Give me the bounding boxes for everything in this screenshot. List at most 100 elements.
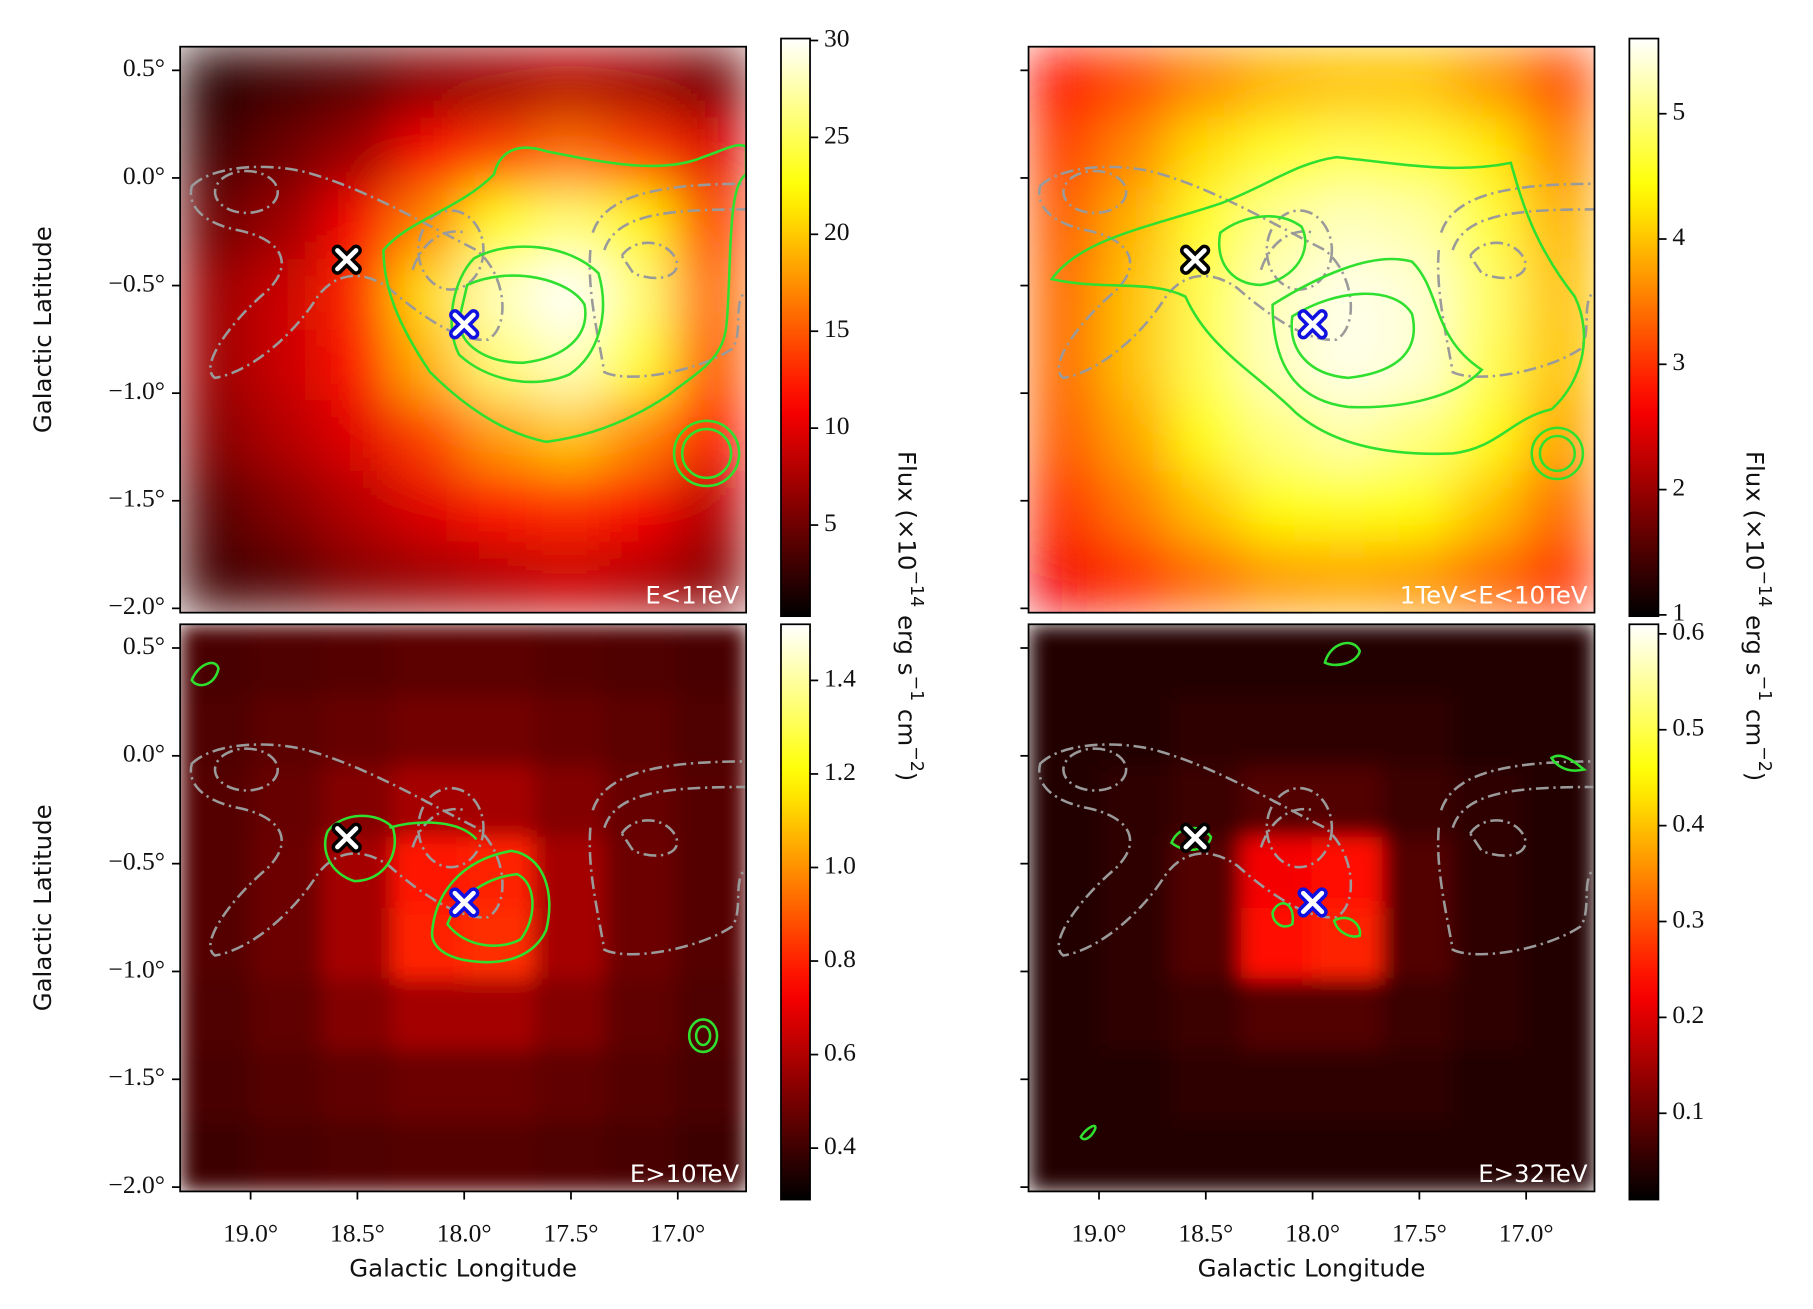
- heatmap-cell: [1028, 329, 1100, 402]
- label-superscript: −14: [1754, 570, 1774, 607]
- heatmap-cell: [604, 695, 677, 767]
- heatmap-cell: [1523, 258, 1595, 331]
- heatmap-cell: [1170, 117, 1242, 189]
- green-contour: [1538, 434, 1577, 473]
- contour-panel: [1037, 641, 1595, 1141]
- x-tick-label: 18.0°: [1285, 1218, 1340, 1247]
- heatmap-cell: [1453, 695, 1525, 767]
- colorbar-tick-label: 0.4: [1672, 808, 1704, 837]
- colorbar: [1628, 623, 1660, 1201]
- heatmap-cell: [250, 1049, 323, 1122]
- heatmap-cell: [533, 471, 606, 543]
- heatmap-cell: [1311, 471, 1383, 543]
- green-contour: [1323, 641, 1362, 667]
- heatmap-cell: [180, 978, 252, 1051]
- heatmap-cell: [675, 188, 747, 260]
- heatmap-cell: [463, 978, 535, 1051]
- heatmap-cell: [1240, 541, 1313, 613]
- heatmap-cell: [1099, 471, 1171, 543]
- heatmap-cell: [1028, 541, 1100, 613]
- heatmap-cell: [1311, 1049, 1383, 1122]
- colorbar-tick-label: 0.6: [824, 1037, 856, 1066]
- label-part: erg s: [892, 607, 921, 675]
- green-contour: [1549, 754, 1588, 772]
- heatmap-cell: [1240, 1120, 1313, 1192]
- heatmap-cell: [1453, 188, 1525, 260]
- heatmap-cell: [250, 695, 323, 767]
- colorbar-tick-label: 5: [824, 508, 837, 537]
- heatmap-cell: [533, 978, 606, 1051]
- heatmap-cell: [1382, 766, 1454, 838]
- x-tick-label: 19.0°: [1072, 1218, 1127, 1247]
- heatmap-cell: [250, 978, 323, 1051]
- heatmap-cell: [392, 329, 464, 402]
- marker-face: [1300, 890, 1325, 915]
- marker-face: [335, 826, 359, 850]
- heatmap-cell: [1028, 695, 1100, 767]
- heatmap-cell: [1382, 46, 1454, 119]
- heatmap-cell: [1523, 766, 1595, 838]
- y-tick-label: −1.0°: [108, 954, 165, 983]
- heatmap-cell: [1170, 400, 1242, 472]
- colorbar-tick-label: 15: [824, 314, 850, 343]
- heatmap-cell: [463, 46, 535, 119]
- heatmap-cell: [1382, 400, 1454, 472]
- heatmap-cell: [250, 766, 323, 838]
- green-contour: [1271, 902, 1295, 928]
- y-axis-label: Galactic Latitude: [28, 804, 57, 1011]
- heatmap-cell: [1453, 258, 1525, 331]
- contours: [189, 143, 1595, 1141]
- heatmap-cell: [250, 624, 323, 696]
- label-superscript: −2: [1754, 746, 1774, 772]
- heatmap-cell: [1099, 1120, 1171, 1192]
- heatmap-cells: [180, 46, 747, 613]
- heatmap-cell: [1028, 46, 1100, 119]
- x-axis-label: Galactic Longitude: [349, 1253, 577, 1282]
- heatmap-cell: [1382, 117, 1454, 189]
- heatmap-cell: [180, 329, 252, 402]
- heatmap-cell: [463, 1120, 535, 1192]
- heatmap-cell: [604, 258, 677, 331]
- overlay: E<1TeV 0.5° 0.0° −0.5° −1.0° −1.5° −2.0° Galact…: [28, 23, 1774, 1282]
- green-contour: [323, 814, 397, 883]
- heatmap-cell: [463, 1049, 535, 1122]
- heatmap-cell: [1099, 46, 1171, 119]
- heatmap-cell: [1170, 907, 1242, 980]
- heatmap-cells: [180, 624, 747, 1192]
- heatmap-cell: [533, 1049, 606, 1122]
- x-tick-label: 18.0°: [437, 1218, 492, 1247]
- heatmap-cell: [604, 836, 677, 909]
- heatmap-cell: [1170, 1049, 1242, 1122]
- marker-face: [1183, 248, 1207, 272]
- heatmap-cell: [675, 46, 747, 119]
- marker-face: [1300, 312, 1325, 336]
- heatmap-cell: [604, 907, 677, 980]
- heatmap-cell: [1382, 541, 1454, 613]
- heatmap-cell: [180, 400, 252, 472]
- heatmap-cell: [250, 188, 323, 260]
- heatmap-cell: [675, 978, 747, 1051]
- heatmap-cell: [1170, 1120, 1242, 1192]
- colorbar: [780, 37, 811, 618]
- heatmap-cell: [321, 400, 394, 472]
- colorbar-tick-label: 0.8: [824, 944, 856, 973]
- heatmap-cell: [533, 1120, 606, 1192]
- heatmap-cell: [1170, 695, 1242, 767]
- green-contour: [1049, 155, 1586, 456]
- marker-face: [1183, 826, 1207, 850]
- colorbar-tick-label: 0.6: [1672, 617, 1704, 646]
- label-part: ): [1741, 772, 1770, 782]
- heatmap-cell: [1170, 329, 1242, 402]
- heatmap-cell: [392, 541, 464, 613]
- heatmap-cell: [321, 46, 394, 119]
- heatmap-cell: [1523, 836, 1595, 909]
- heatmap-panel: [180, 46, 747, 613]
- heatmap-cell: [1099, 117, 1171, 189]
- heatmap-cell: [392, 1049, 464, 1122]
- heatmap-cell: [1028, 117, 1100, 189]
- heatmap-cell: [604, 471, 677, 543]
- colorbar-tick-label: 25: [824, 120, 850, 149]
- x-tick-label: 17.5°: [544, 1218, 599, 1247]
- heatmap-cell: [1453, 329, 1525, 402]
- heatmap-cell: [1099, 695, 1171, 767]
